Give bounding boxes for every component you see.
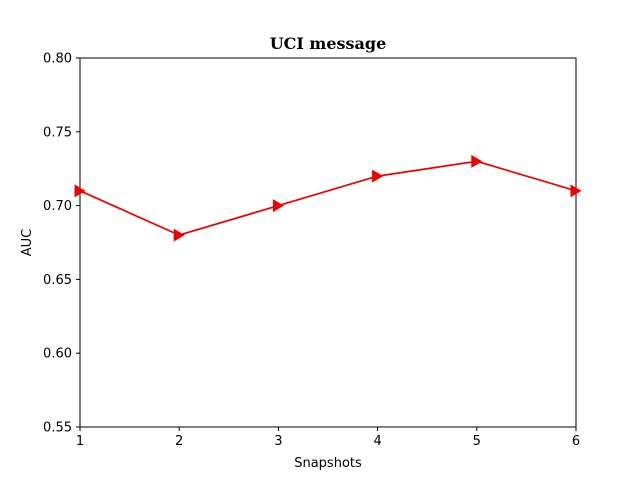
y-tick-label: 0.75 (43, 125, 72, 140)
y-tick-label: 0.55 (43, 421, 72, 436)
chart-title: UCI message (270, 34, 387, 53)
y-tick-label: 0.60 (43, 347, 72, 362)
y-tick-label: 0.80 (43, 52, 72, 67)
y-axis-label: AUC (20, 229, 35, 257)
y-axis: 0.55 0.60 0.65 0.70 0.75 0.80 (43, 52, 80, 436)
data-point-marker (372, 169, 384, 183)
y-tick-label: 0.65 (43, 273, 72, 288)
data-point-marker (74, 184, 86, 198)
data-point-marker (173, 228, 185, 242)
x-tick-label: 5 (473, 434, 481, 449)
x-tick-label: 6 (572, 434, 580, 449)
x-tick-label: 2 (175, 434, 183, 449)
x-axis-label: Snapshots (294, 456, 362, 471)
data-point-marker (272, 199, 284, 213)
data-point-marker (471, 154, 483, 168)
series-layer (74, 154, 582, 242)
plot-frame (79, 57, 577, 428)
x-tick-label: 4 (373, 434, 381, 449)
x-tick-label: 3 (274, 434, 282, 449)
y-tick-label: 0.70 (43, 199, 72, 214)
series-line (79, 160, 577, 237)
data-point-marker (570, 184, 582, 198)
x-tick-label: 1 (76, 434, 84, 449)
x-axis: 1 2 3 4 5 6 (76, 427, 580, 449)
